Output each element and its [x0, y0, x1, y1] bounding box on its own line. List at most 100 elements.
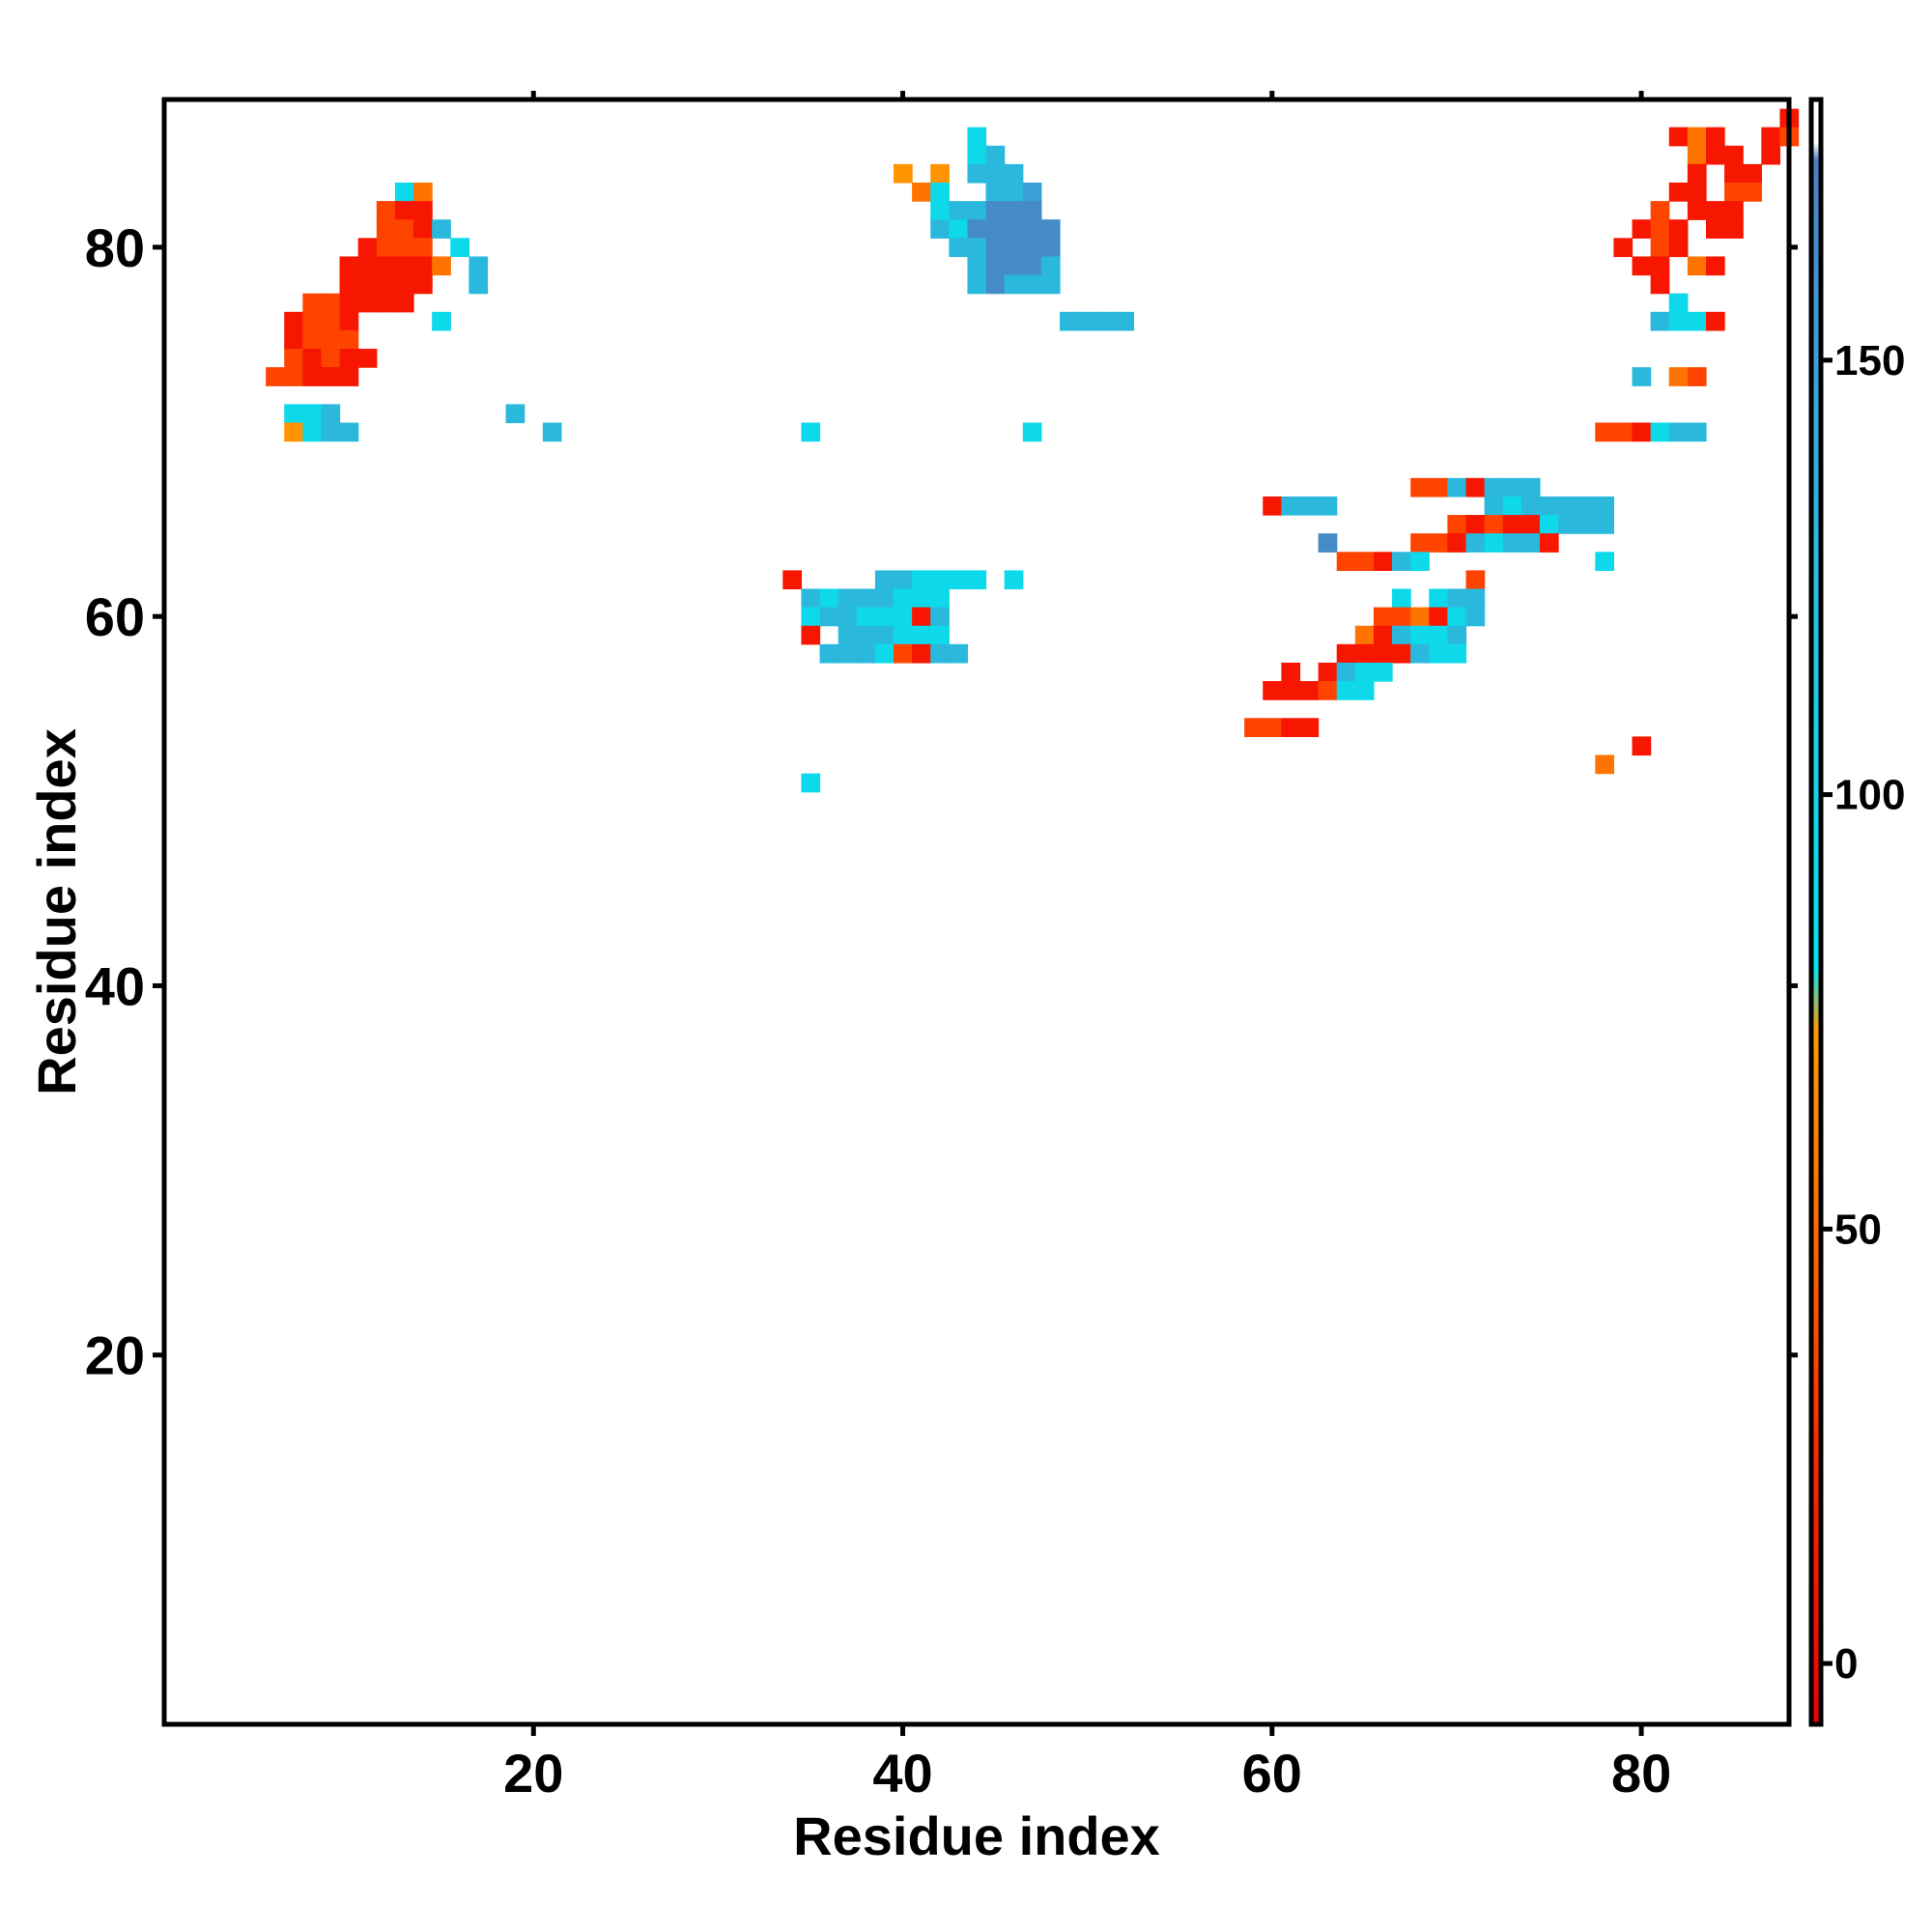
heatmap-cell — [1577, 515, 1596, 534]
heatmap-cell — [1520, 496, 1541, 516]
heatmap-cell — [450, 238, 469, 258]
heatmap-cell — [302, 422, 323, 442]
heatmap-cell — [893, 625, 913, 645]
heatmap-cell — [967, 201, 987, 220]
x-tick-label: 60 — [1242, 1743, 1302, 1804]
heatmap-cell — [1040, 238, 1061, 258]
heatmap-cell — [930, 163, 950, 184]
heatmap-cell — [1447, 515, 1467, 534]
heatmap-cell — [967, 274, 987, 295]
heatmap-cell — [1410, 533, 1430, 553]
heatmap-cell — [1668, 183, 1689, 202]
heatmap-cell — [856, 625, 876, 645]
heatmap-cell — [1447, 588, 1467, 609]
heatmap-cell — [1650, 256, 1670, 276]
heatmap-cell — [1060, 311, 1079, 331]
heatmap-cell — [1668, 422, 1689, 442]
heatmap-cell — [967, 570, 987, 590]
heatmap-cell — [339, 256, 359, 276]
heatmap-cell — [1687, 183, 1707, 202]
heatmap-cell — [874, 625, 895, 645]
heatmap-cell — [1668, 311, 1689, 331]
heatmap-cell — [1429, 477, 1448, 497]
heatmap-cell — [1410, 552, 1430, 571]
heatmap-cell — [782, 570, 803, 590]
heatmap-cell — [1520, 515, 1541, 534]
heatmap-cell — [432, 219, 451, 239]
heatmap-cell — [413, 219, 433, 239]
heatmap-cell — [967, 219, 987, 239]
heatmap-cell — [1263, 681, 1282, 700]
heatmap-cell — [1465, 570, 1486, 590]
heatmap-cell — [819, 607, 839, 627]
heatmap-cell — [469, 256, 489, 276]
heatmap-cell — [1299, 681, 1320, 700]
heatmap-cell — [985, 256, 1006, 276]
heatmap-cell — [1263, 718, 1282, 738]
heatmap-cell — [321, 293, 341, 313]
x-tick-label: 40 — [872, 1743, 932, 1804]
heatmap-cell — [376, 256, 396, 276]
y-axis-title: Residue index — [26, 728, 87, 1095]
heatmap-cell — [893, 607, 913, 627]
heatmap-cell — [1022, 238, 1042, 258]
y-tick-label: 80 — [85, 217, 145, 278]
heatmap-cell — [1429, 625, 1448, 645]
heatmap-cell — [1520, 533, 1541, 553]
heatmap-cell — [376, 219, 396, 239]
heatmap-cell — [1392, 625, 1411, 645]
heatmap-cell — [394, 238, 414, 258]
heatmap-cell — [801, 625, 821, 645]
heatmap-cell — [1281, 496, 1301, 516]
heatmap-cell — [838, 588, 858, 609]
heatmap-cell — [874, 570, 895, 590]
heatmap-cell — [1705, 219, 1725, 239]
colorbar-tick-label: 50 — [1834, 1206, 1882, 1253]
plot-frame — [161, 97, 1792, 1727]
heatmap-cell — [1668, 238, 1689, 258]
heatmap-cell — [1336, 681, 1356, 700]
heatmap-cell — [1595, 422, 1615, 442]
heatmap-cell — [542, 422, 562, 442]
heatmap-cell — [985, 238, 1006, 258]
colorbar-ticks: 0 50 100 150 — [1821, 337, 1905, 1688]
heatmap-cell — [1724, 145, 1744, 165]
heatmap-cell — [985, 163, 1006, 184]
heatmap-cell — [321, 311, 341, 331]
heatmap-cell — [930, 570, 950, 590]
heatmap-cell — [949, 570, 969, 590]
heatmap-cell — [874, 607, 895, 627]
heatmap-cell — [1429, 607, 1448, 627]
heatmap-cell — [912, 643, 931, 664]
heatmap-cell — [985, 201, 1006, 220]
heatmap-cell — [376, 201, 396, 220]
heatmap-cell — [1429, 533, 1448, 553]
heatmap-cell — [321, 367, 341, 386]
heatmap-cell — [413, 274, 433, 295]
heatmap-cell — [1595, 496, 1615, 516]
heatmap-cell — [1632, 367, 1652, 386]
heatmap-cell — [1336, 662, 1356, 682]
heatmap-cell — [376, 293, 396, 313]
heatmap-cell — [949, 201, 969, 220]
heatmap-cell — [1392, 552, 1411, 571]
heatmap-cell — [1318, 533, 1338, 553]
heatmap-cell — [1022, 256, 1042, 276]
heatmap-cell — [967, 127, 987, 147]
heatmap-cell — [1650, 422, 1670, 442]
heatmap-cell — [1096, 311, 1116, 331]
heatmap-cell — [339, 329, 359, 350]
heatmap-cell — [1687, 311, 1707, 331]
heatmap-cell — [967, 163, 987, 184]
heatmap-cell — [1410, 607, 1430, 627]
heatmap-cell — [1595, 754, 1615, 775]
heatmap-cell — [357, 256, 378, 276]
heatmap-cell — [321, 404, 341, 424]
heatmap-cell — [357, 293, 378, 313]
heatmap-cell — [985, 274, 1006, 295]
heatmap-cell — [469, 274, 489, 295]
heatmap-cell — [1668, 367, 1689, 386]
heatmap-cell — [284, 329, 303, 350]
heatmap-cell — [1502, 533, 1522, 553]
